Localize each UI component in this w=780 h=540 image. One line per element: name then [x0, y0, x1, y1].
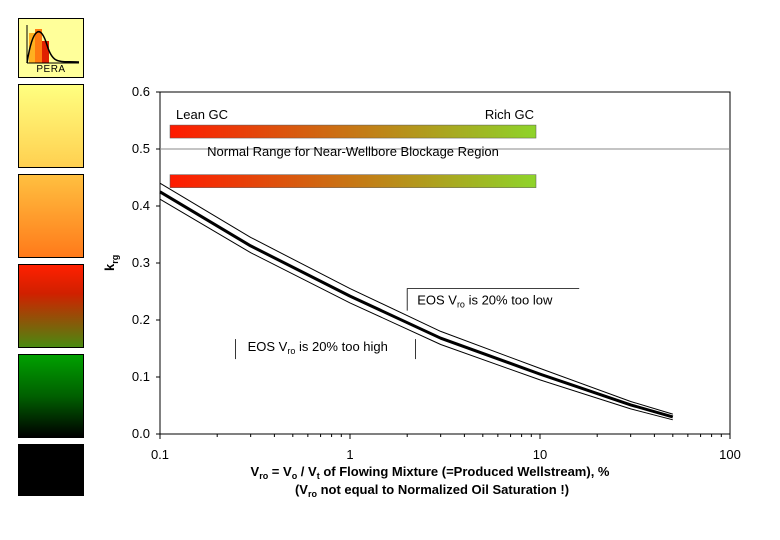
annotation-low: EOS Vro is 20% too low: [417, 293, 553, 310]
y-tick-label: 0.6: [132, 84, 150, 99]
x-axis-sublabel-sub-1: ro: [308, 489, 318, 499]
x-axis-label: Vro = Vo / Vt of Flowing Mixture (=Produ…: [251, 464, 610, 481]
y-axis-label-main: k: [102, 263, 117, 271]
normal-range-label: Normal Range for Near-Wellbore Blockage …: [207, 144, 499, 159]
lean-gc-label: Lean GC: [176, 107, 228, 122]
x-axis-sublabel-part-2: not equal to Normalized Oil Saturation !…: [317, 482, 569, 497]
x-axis-label-sub-2: o: [292, 471, 298, 481]
series-line-2: [159, 182, 673, 415]
color-swatch-orange: [18, 174, 84, 258]
y-tick-label: 0.3: [132, 255, 150, 270]
distribution-logo-icon: [26, 25, 80, 64]
y-axis-label-sub: rg: [110, 255, 120, 264]
annotation-low-post: is 20% too low: [465, 293, 553, 308]
top-gradient-band: [169, 124, 537, 139]
annotation-high-post: is 20% too high: [295, 339, 388, 354]
x-tick-label: 10: [533, 447, 547, 462]
series-line-1: [159, 190, 674, 419]
annotation-low-pre: EOS V: [417, 293, 457, 308]
x-axis-ticks: 0.1 1 10 100: [151, 434, 741, 462]
rich-gc-label: Rich GC: [485, 107, 534, 122]
x-axis-sublabel: (Vro not equal to Normalized Oil Saturat…: [295, 482, 569, 499]
pera-logo: PERA: [18, 18, 84, 78]
y-tick-label: 0.5: [132, 141, 150, 156]
x-axis-label-part-3: / V: [297, 464, 317, 479]
logo-label: PERA: [36, 64, 66, 75]
x-axis-label-sub-3: t: [317, 471, 320, 481]
color-swatch-red: [18, 264, 84, 348]
y-tick-label: 0.2: [132, 312, 150, 327]
x-axis-label-part-1: V: [251, 464, 260, 479]
color-swatch-green: [18, 354, 84, 438]
x-axis-sublabel-part-1: (V: [295, 482, 308, 497]
x-tick-label: 0.1: [151, 447, 169, 462]
series-line-3: [159, 198, 673, 421]
x-axis-label-sub-1: ro: [259, 471, 269, 481]
y-axis-ticks: 0.0 0.1 0.2 0.3 0.4 0.5 0.6: [132, 84, 160, 441]
y-tick-label: 0.4: [132, 198, 150, 213]
y-tick-label: 0.1: [132, 369, 150, 384]
color-swatch-yellow: [18, 84, 84, 168]
x-tick-label: 100: [719, 447, 741, 462]
annotation-low-bracket: [406, 288, 580, 311]
series-group: [159, 182, 674, 421]
y-tick-label: 0.0: [132, 426, 150, 441]
annotation-high-sub: ro: [287, 346, 295, 356]
y-axis-label: krg: [102, 255, 120, 271]
color-swatch-black: [18, 444, 84, 496]
x-axis-label-part-2: = V: [268, 464, 292, 479]
annotation-high: EOS Vro is 20% too high: [248, 339, 388, 356]
x-tick-label: 1: [346, 447, 353, 462]
bottom-gradient-band: [169, 174, 537, 188]
annotation-low-sub: ro: [457, 300, 465, 310]
annotation-high-pre: EOS V: [248, 339, 288, 354]
x-axis-label-part-4: of Flowing Mixture (=Produced Wellstream…: [320, 464, 610, 479]
